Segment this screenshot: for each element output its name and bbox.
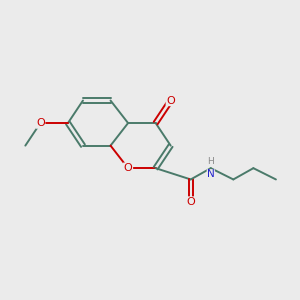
Text: N: N [207,169,214,179]
Text: H: H [207,157,214,166]
Text: O: O [186,197,195,207]
Text: O: O [166,95,175,106]
Text: O: O [36,118,45,128]
Text: O: O [124,163,132,173]
